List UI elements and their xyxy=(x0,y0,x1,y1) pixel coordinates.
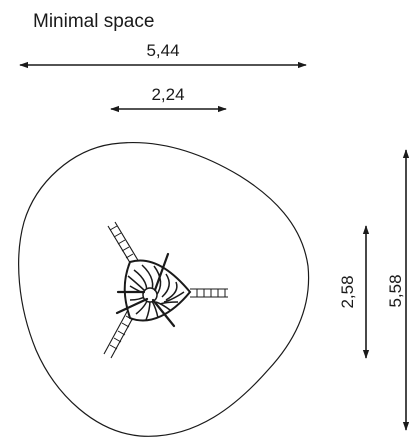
overall-depth-label: 5,58 xyxy=(386,274,405,307)
overall-width-dimension: 5,44 xyxy=(19,41,307,69)
diagram-title: Minimal space xyxy=(33,11,154,32)
equipment-depth-label: 2,58 xyxy=(338,275,357,308)
ladder-arm-upper xyxy=(107,221,140,267)
equipment-width-label: 2,24 xyxy=(151,85,184,104)
ladder-arm-right xyxy=(190,288,228,298)
equipment-width-dimension: 2,24 xyxy=(110,85,227,113)
overall-width-label: 5,44 xyxy=(146,41,179,60)
equipment-depth-dimension: 2,58 xyxy=(338,225,370,359)
play-equipment xyxy=(103,221,228,359)
minimal-space-outline xyxy=(18,142,310,437)
support-posts xyxy=(115,252,176,328)
overall-depth-dimension: 5,58 xyxy=(386,149,409,431)
